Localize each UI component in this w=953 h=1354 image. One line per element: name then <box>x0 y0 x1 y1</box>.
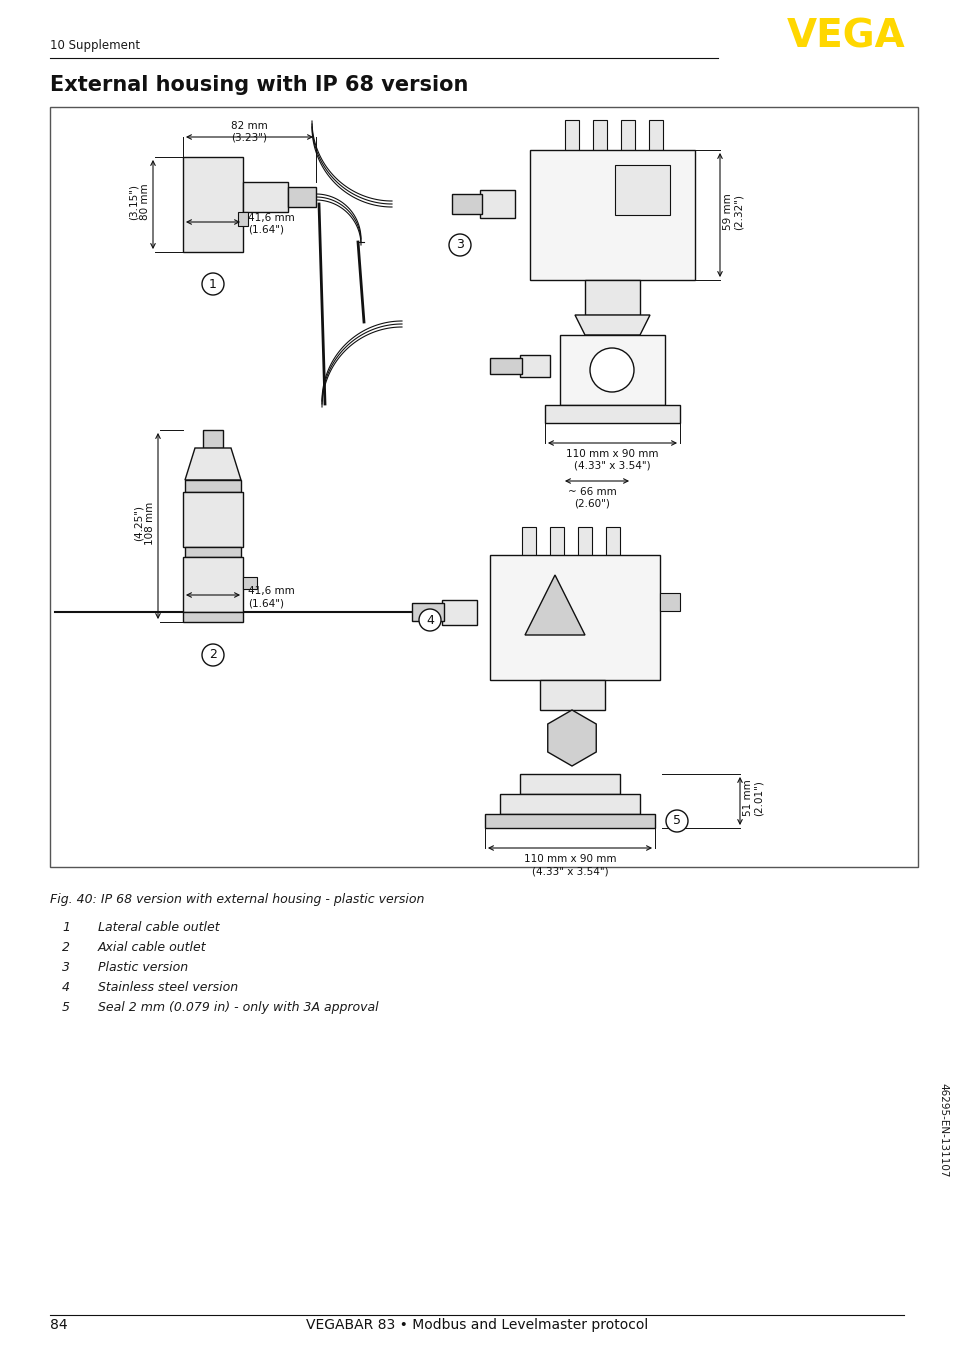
Text: (4.33" x 3.54"): (4.33" x 3.54") <box>531 867 608 876</box>
Text: External housing with IP 68 version: External housing with IP 68 version <box>50 74 468 95</box>
Text: 41,6 mm: 41,6 mm <box>248 213 294 223</box>
Bar <box>605 527 619 563</box>
Bar <box>183 556 243 612</box>
Text: 46295-EN-131107: 46295-EN-131107 <box>937 1083 947 1177</box>
Text: Fig. 40: IP 68 version with external housing - plastic version: Fig. 40: IP 68 version with external hou… <box>50 894 424 906</box>
Text: ~ 66 mm: ~ 66 mm <box>567 487 616 497</box>
Bar <box>519 355 550 376</box>
Bar <box>564 121 578 158</box>
Bar <box>452 194 481 214</box>
Bar <box>559 334 664 405</box>
Text: 5: 5 <box>672 815 680 827</box>
Text: 110 mm x 90 mm: 110 mm x 90 mm <box>523 854 616 864</box>
Bar <box>584 280 639 315</box>
Circle shape <box>449 234 471 256</box>
Text: 5: 5 <box>62 1001 70 1014</box>
Text: (1.64"): (1.64") <box>248 598 284 608</box>
Text: 4: 4 <box>62 982 70 994</box>
Text: (1.64"): (1.64") <box>248 225 284 236</box>
Text: 1: 1 <box>209 278 216 291</box>
Polygon shape <box>547 709 596 766</box>
Bar <box>490 555 659 680</box>
Bar <box>183 492 243 547</box>
Bar <box>183 157 243 252</box>
Text: (3.15"): (3.15") <box>129 184 139 219</box>
Bar <box>648 121 662 158</box>
Bar <box>544 405 679 422</box>
Bar <box>521 527 536 563</box>
Circle shape <box>202 645 224 666</box>
Bar <box>185 547 241 556</box>
Bar <box>441 600 476 626</box>
Circle shape <box>418 609 440 631</box>
Bar <box>659 593 679 611</box>
Text: Axial cable outlet: Axial cable outlet <box>98 941 207 955</box>
Bar <box>519 774 619 793</box>
Bar <box>243 577 256 589</box>
Bar <box>203 431 223 448</box>
Text: Plastic version: Plastic version <box>98 961 188 974</box>
Text: (2.60"): (2.60") <box>574 500 609 509</box>
Text: 1: 1 <box>62 921 70 934</box>
Text: 80 mm: 80 mm <box>140 183 150 219</box>
Bar <box>499 793 639 814</box>
Text: (2.01"): (2.01") <box>753 780 763 816</box>
Text: 108 mm: 108 mm <box>145 501 154 544</box>
Bar <box>288 187 315 207</box>
Bar <box>490 357 521 374</box>
Polygon shape <box>524 575 584 635</box>
Text: 10 Supplement: 10 Supplement <box>50 39 140 53</box>
Circle shape <box>665 810 687 831</box>
Bar <box>185 481 241 492</box>
Text: (4.33" x 3.54"): (4.33" x 3.54") <box>573 460 650 471</box>
Bar <box>479 190 515 218</box>
Text: VEGABAR 83 • Modbus and Levelmaster protocol: VEGABAR 83 • Modbus and Levelmaster prot… <box>306 1317 647 1332</box>
Text: (3.23"): (3.23") <box>232 131 267 142</box>
Bar <box>243 181 288 213</box>
Text: 2: 2 <box>209 649 216 662</box>
Text: 59 mm: 59 mm <box>722 194 732 230</box>
Bar <box>593 121 606 158</box>
Circle shape <box>202 274 224 295</box>
Text: (4.25"): (4.25") <box>133 505 144 542</box>
Text: 84: 84 <box>50 1317 68 1332</box>
Text: 51 mm: 51 mm <box>742 780 752 816</box>
Bar <box>530 150 695 280</box>
Bar <box>412 603 443 621</box>
Text: 4: 4 <box>426 613 434 627</box>
Text: Stainless steel version: Stainless steel version <box>98 982 238 994</box>
Bar <box>550 527 563 563</box>
Bar <box>539 680 604 709</box>
Bar <box>620 121 635 158</box>
Text: 2: 2 <box>62 941 70 955</box>
Bar <box>615 165 669 215</box>
Bar <box>237 213 248 226</box>
Bar <box>50 107 917 867</box>
Text: 3: 3 <box>62 961 70 974</box>
Bar <box>578 527 592 563</box>
Text: 3: 3 <box>456 238 463 252</box>
Text: 82 mm: 82 mm <box>231 121 268 131</box>
Polygon shape <box>185 448 241 481</box>
Text: Seal 2 mm (0.079 in) - only with 3A approval: Seal 2 mm (0.079 in) - only with 3A appr… <box>98 1001 378 1014</box>
Text: Lateral cable outlet: Lateral cable outlet <box>98 921 219 934</box>
Text: (2.32"): (2.32") <box>733 194 743 230</box>
Bar <box>183 612 243 621</box>
Polygon shape <box>575 315 649 334</box>
Text: VEGA: VEGA <box>786 18 905 56</box>
Text: 110 mm x 90 mm: 110 mm x 90 mm <box>565 450 658 459</box>
Text: 41,6 mm: 41,6 mm <box>248 586 294 596</box>
Circle shape <box>589 348 634 393</box>
Bar <box>484 814 655 829</box>
